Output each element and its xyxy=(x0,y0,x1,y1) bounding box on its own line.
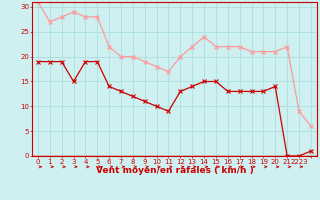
X-axis label: Vent moyen/en rafales ( km/h ): Vent moyen/en rafales ( km/h ) xyxy=(96,166,253,175)
